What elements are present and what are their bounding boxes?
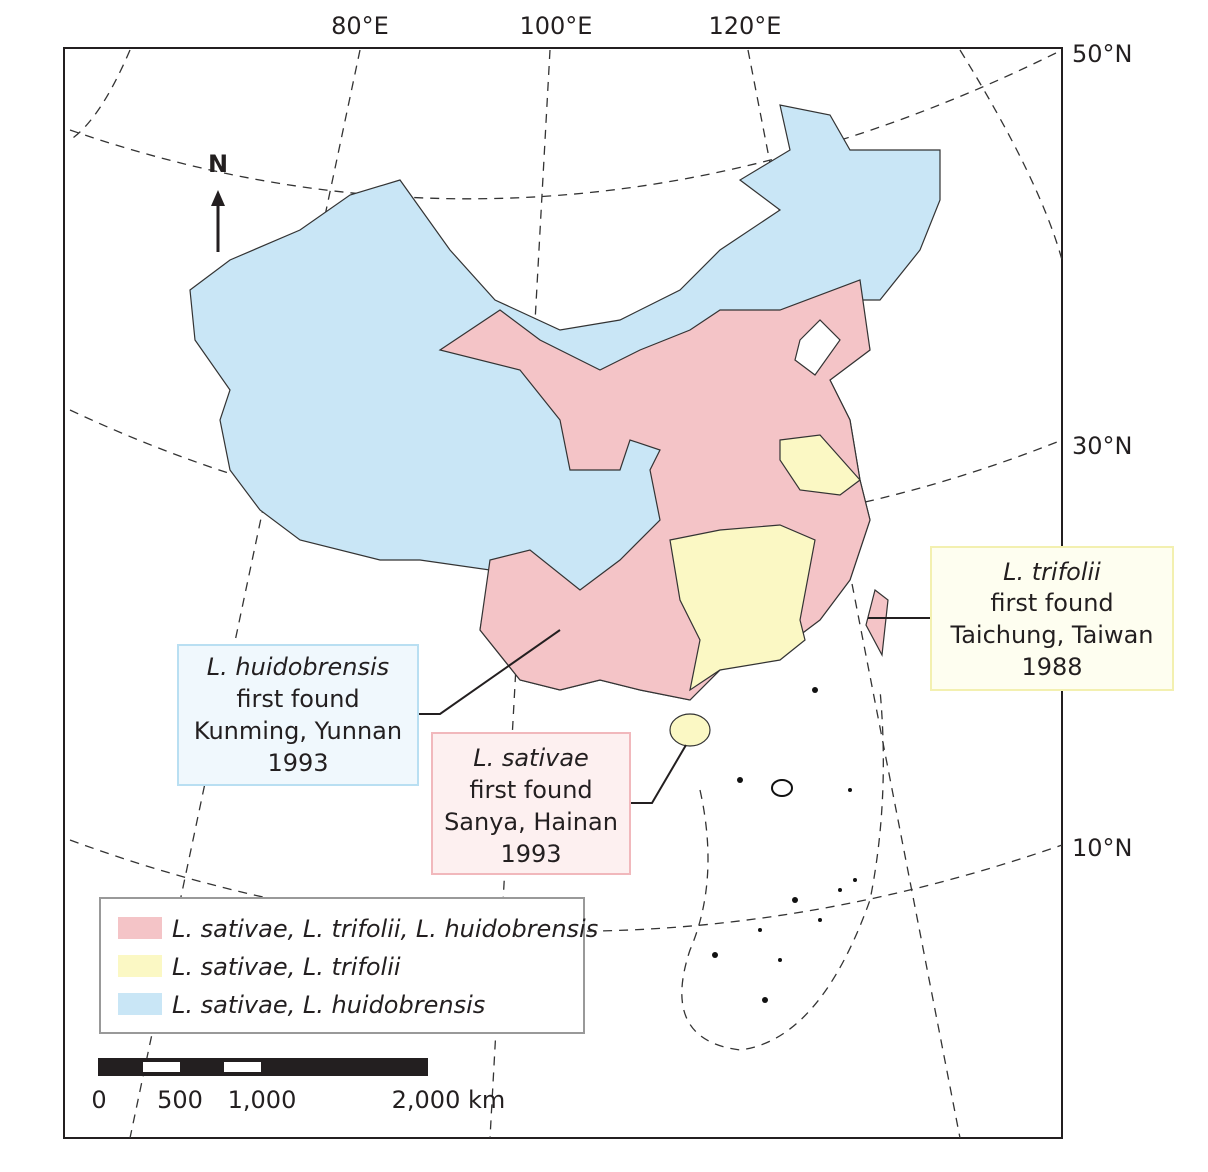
lat-label: 50°N xyxy=(1072,40,1133,68)
region xyxy=(779,434,861,496)
callout-line: 1993 xyxy=(500,840,561,868)
lon-label: 120°E xyxy=(709,12,782,40)
leaders xyxy=(418,617,931,804)
legend-label: L. sativae, L. trifolii xyxy=(172,953,401,981)
scale-unit: km xyxy=(468,1086,505,1114)
regions xyxy=(189,104,941,747)
callout-line: first found xyxy=(469,776,592,804)
legend: L. sativae, L. trifolii, L. huidobrensis… xyxy=(99,897,598,1034)
legend-swatch xyxy=(118,955,162,977)
lat-label: 30°N xyxy=(1072,432,1133,460)
callout-line: 1993 xyxy=(267,749,328,777)
callout: L. huidobrensis first found Kunming, Yun… xyxy=(177,644,419,786)
region xyxy=(865,588,889,657)
legend-label: L. sativae, L. huidobrensis xyxy=(172,991,485,1019)
callout-species: L. huidobrensis xyxy=(207,653,389,681)
scale-tick: 1,000 xyxy=(228,1086,297,1114)
scale-tick: 0 xyxy=(91,1086,106,1114)
callout-line: Sanya, Hainan xyxy=(444,808,618,836)
scale-tick: 2,000 xyxy=(392,1086,461,1114)
scale-bar: 0 500 1,000 2,000 km xyxy=(91,1058,505,1114)
lon-label: 80°E xyxy=(331,12,389,40)
north-label: N xyxy=(208,150,228,178)
callout-species: L. sativae xyxy=(473,744,589,772)
callout-line: Taichung, Taiwan xyxy=(950,621,1154,649)
lon-label: 100°E xyxy=(520,12,593,40)
callout-line: first found xyxy=(990,589,1113,617)
lat-label: 10°N xyxy=(1072,834,1133,862)
legend-label: L. sativae, L. trifolii, L. huidobrensis xyxy=(172,915,598,943)
region xyxy=(669,524,816,692)
legend-swatch xyxy=(118,917,162,939)
region xyxy=(669,713,711,747)
scale-tick: 500 xyxy=(157,1086,203,1114)
callout-species: L. trifolii xyxy=(1003,558,1101,586)
callout-line: first found xyxy=(236,685,359,713)
callout-line: 1988 xyxy=(1021,653,1082,681)
callout-line: Kunming, Yunnan xyxy=(194,717,402,745)
north-arrow: N xyxy=(208,150,228,252)
callout: L. trifolii first found Taichung, Taiwan… xyxy=(930,546,1174,691)
legend-swatch xyxy=(118,993,162,1015)
callout: L. sativae first found Sanya, Hainan 199… xyxy=(431,732,631,875)
islands xyxy=(712,687,857,1003)
